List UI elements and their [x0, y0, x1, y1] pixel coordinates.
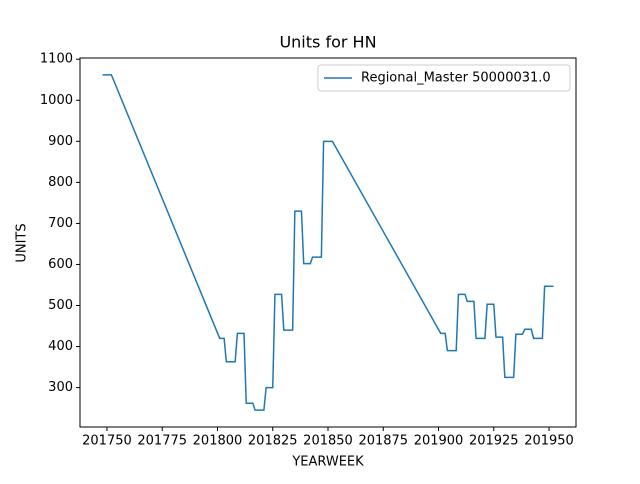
- y-axis-label: UNITS: [15, 223, 30, 262]
- y-tick-label: 500: [48, 298, 73, 313]
- data-line: [102, 74, 554, 411]
- x-tick-label: 201875: [358, 434, 408, 449]
- chart-title: Units for HN: [279, 33, 376, 52]
- x-tick-label: 201775: [137, 434, 187, 449]
- x-tick-label: 201800: [193, 434, 243, 449]
- y-tick-label: 1000: [40, 93, 73, 108]
- legend-label: Regional_Master 50000031.0: [361, 71, 551, 86]
- y-tick-label: 700: [48, 216, 73, 231]
- y-tick-label: 400: [48, 339, 73, 354]
- y-tick-label: 300: [48, 380, 73, 395]
- x-tick-label: 201900: [414, 434, 464, 449]
- y-tick-label: 600: [48, 257, 73, 272]
- x-tick-label: 201950: [524, 434, 574, 449]
- y-tick-label: 1100: [40, 52, 73, 67]
- x-tick-label: 201850: [303, 434, 353, 449]
- x-tick-label: 201925: [469, 434, 519, 449]
- legend-box: [317, 64, 571, 92]
- x-axis-label: YEARWEEK: [291, 455, 364, 470]
- y-tick-label: 800: [48, 175, 73, 190]
- x-tick-label: 201825: [248, 434, 298, 449]
- x-tick-label: 201750: [82, 434, 132, 449]
- y-tick-label: 900: [48, 134, 73, 149]
- plot-frame: [79, 57, 577, 428]
